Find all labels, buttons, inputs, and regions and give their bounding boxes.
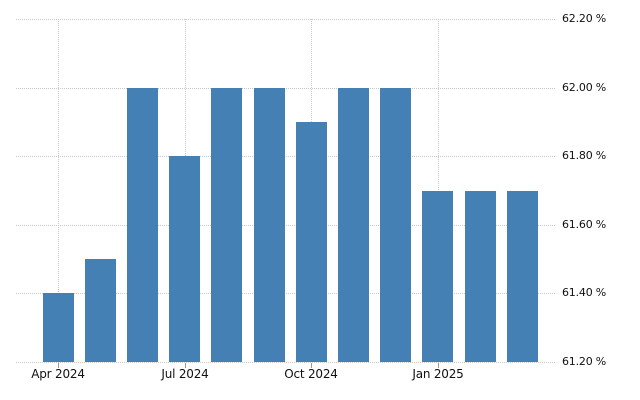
y-axis-tick-label: 62.20 % (562, 12, 607, 25)
bar-jan-2025 (422, 191, 453, 362)
bar-feb-2025 (465, 191, 496, 362)
x-axis-tick (311, 363, 312, 368)
y-axis-tick-label: 61.40 % (562, 286, 607, 299)
bar-apr-2024 (43, 293, 74, 362)
y-gridline (16, 293, 555, 294)
bar-oct-2024 (296, 122, 327, 362)
y-axis-tick-label: 62.00 % (562, 81, 607, 94)
bar-sep-2024 (254, 88, 285, 362)
y-gridline (16, 88, 555, 89)
x-axis-tick (185, 363, 186, 368)
bar-dec-2024 (380, 88, 411, 362)
y-gridline (16, 362, 555, 363)
y-axis-tick-label: 61.20 % (562, 355, 607, 368)
bar-aug-2024 (211, 88, 242, 362)
y-gridline (16, 19, 555, 20)
bar-mar-2025 (507, 191, 538, 362)
x-axis-tick (58, 363, 59, 368)
x-axis-tick-label: Apr 2024 (31, 367, 85, 381)
bar-jun-2024 (127, 88, 158, 362)
x-axis-tick-label: Oct 2024 (284, 367, 338, 381)
y-axis-tick-label: 61.60 % (562, 218, 607, 231)
x-axis-tick-label: Jan 2025 (412, 367, 464, 381)
x-axis-tick-label: Jul 2024 (161, 367, 209, 381)
y-axis-tick-label: 61.80 % (562, 149, 607, 162)
bar-jul-2024 (169, 156, 200, 362)
y-gridline (16, 225, 555, 226)
bar-nov-2024 (338, 88, 369, 362)
x-axis-tick (438, 363, 439, 368)
y-gridline (16, 156, 555, 157)
x-gridline (438, 19, 439, 362)
bar-may-2024 (85, 259, 116, 362)
x-gridline (58, 19, 59, 362)
